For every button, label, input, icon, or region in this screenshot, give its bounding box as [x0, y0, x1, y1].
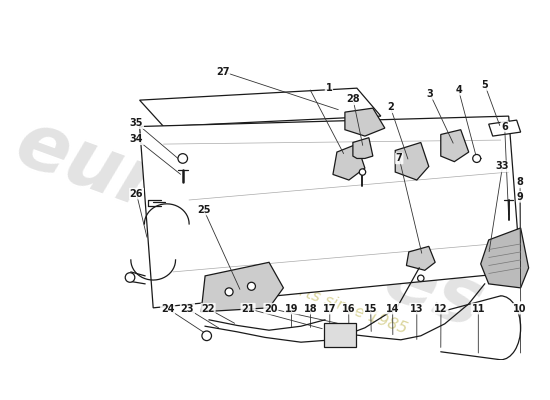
Polygon shape: [441, 130, 469, 162]
Text: 1: 1: [326, 82, 332, 92]
Text: 19: 19: [285, 304, 298, 314]
Text: 12: 12: [434, 304, 448, 314]
Text: 22: 22: [201, 304, 215, 314]
Circle shape: [125, 273, 135, 282]
Text: 8: 8: [516, 178, 524, 188]
Text: 27: 27: [216, 66, 229, 76]
Text: a passion for parts since 1985: a passion for parts since 1985: [177, 240, 409, 336]
Text: 18: 18: [304, 304, 317, 314]
Polygon shape: [140, 88, 381, 126]
Text: 2: 2: [387, 102, 394, 112]
Circle shape: [472, 154, 481, 162]
Text: 9: 9: [516, 192, 524, 202]
Text: 15: 15: [364, 304, 377, 314]
Text: 10: 10: [513, 304, 527, 314]
Polygon shape: [333, 144, 365, 180]
Text: 3: 3: [427, 89, 433, 99]
Circle shape: [248, 282, 255, 290]
Text: 33: 33: [496, 162, 509, 172]
Text: 35: 35: [130, 118, 143, 128]
Circle shape: [359, 169, 366, 175]
Text: eurospares: eurospares: [5, 104, 493, 344]
Polygon shape: [395, 142, 429, 180]
Text: 6: 6: [501, 122, 508, 132]
Text: 34: 34: [130, 134, 143, 144]
Polygon shape: [353, 138, 373, 158]
Text: 17: 17: [323, 304, 337, 314]
Polygon shape: [140, 116, 521, 308]
Text: 5: 5: [482, 80, 488, 90]
Circle shape: [178, 154, 188, 163]
Text: 13: 13: [410, 304, 424, 314]
Circle shape: [417, 275, 424, 282]
FancyBboxPatch shape: [324, 323, 356, 347]
Text: 25: 25: [197, 204, 211, 214]
Text: 20: 20: [264, 304, 278, 314]
Text: 11: 11: [471, 304, 485, 314]
Text: 24: 24: [161, 304, 174, 314]
Circle shape: [225, 288, 233, 296]
Polygon shape: [406, 246, 435, 270]
Text: 16: 16: [342, 304, 355, 314]
Text: 26: 26: [130, 189, 143, 199]
Text: 21: 21: [241, 304, 255, 314]
Polygon shape: [201, 262, 283, 312]
Polygon shape: [489, 120, 521, 136]
Text: 23: 23: [181, 304, 194, 314]
Polygon shape: [481, 228, 529, 288]
Text: 4: 4: [455, 85, 462, 95]
Text: 28: 28: [346, 94, 360, 104]
Circle shape: [202, 331, 212, 340]
Polygon shape: [345, 108, 385, 136]
Text: 14: 14: [386, 304, 399, 314]
Text: 7: 7: [396, 154, 403, 164]
